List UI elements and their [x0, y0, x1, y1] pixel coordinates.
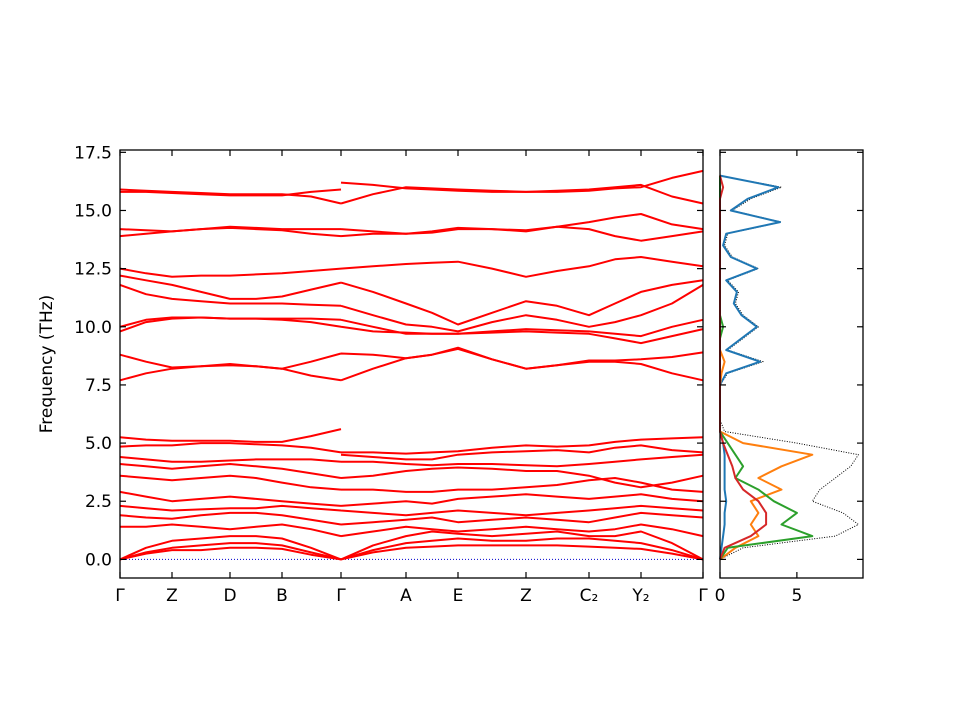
band — [119, 490, 704, 507]
y-tick-label: 15.0 — [74, 201, 112, 221]
y-tick-label: 0.0 — [85, 550, 112, 570]
band — [119, 453, 704, 468]
band — [119, 274, 704, 326]
x-tick-label: C₂ — [580, 586, 599, 606]
band — [119, 428, 704, 455]
y-tick-label: 17.5 — [74, 143, 112, 163]
y-tick-label: 10.0 — [74, 318, 112, 338]
band — [119, 463, 704, 489]
band — [119, 537, 704, 561]
y-tick-label: 12.5 — [74, 260, 112, 280]
x-tick-label: B — [276, 586, 288, 606]
band — [119, 544, 704, 561]
band — [119, 347, 704, 382]
y-tick-label: 2.5 — [85, 492, 112, 512]
x-tick-label: D — [223, 586, 236, 606]
dos-curve — [719, 174, 781, 560]
y-tick-label: 7.5 — [85, 376, 112, 396]
x-tick-label: Γ — [698, 586, 708, 606]
x-tick-label: Γ — [336, 586, 346, 606]
x-tick-label: 0 — [715, 586, 726, 606]
plot-frame — [119, 149, 704, 579]
x-tick-label: E — [453, 586, 464, 606]
band — [119, 504, 704, 517]
band — [119, 530, 704, 561]
x-tick-label: Γ — [115, 586, 125, 606]
dos-curve — [719, 175, 859, 560]
x-tick-label: A — [400, 586, 412, 606]
band — [119, 474, 704, 493]
y-tick-label: 5.0 — [85, 434, 112, 454]
band — [120, 523, 704, 538]
x-tick-label: 5 — [791, 586, 802, 606]
band — [119, 511, 704, 526]
plot-frame — [719, 149, 864, 579]
band — [119, 442, 704, 461]
x-tick-label: Z — [520, 586, 532, 606]
band — [119, 256, 704, 278]
band — [119, 225, 704, 242]
band — [119, 316, 704, 345]
x-tick-label: Y₂ — [631, 586, 649, 606]
y-axis-label: Frequency (THz) — [37, 295, 57, 434]
band — [119, 183, 704, 205]
band — [119, 283, 704, 333]
x-tick-label: Z — [166, 586, 178, 606]
